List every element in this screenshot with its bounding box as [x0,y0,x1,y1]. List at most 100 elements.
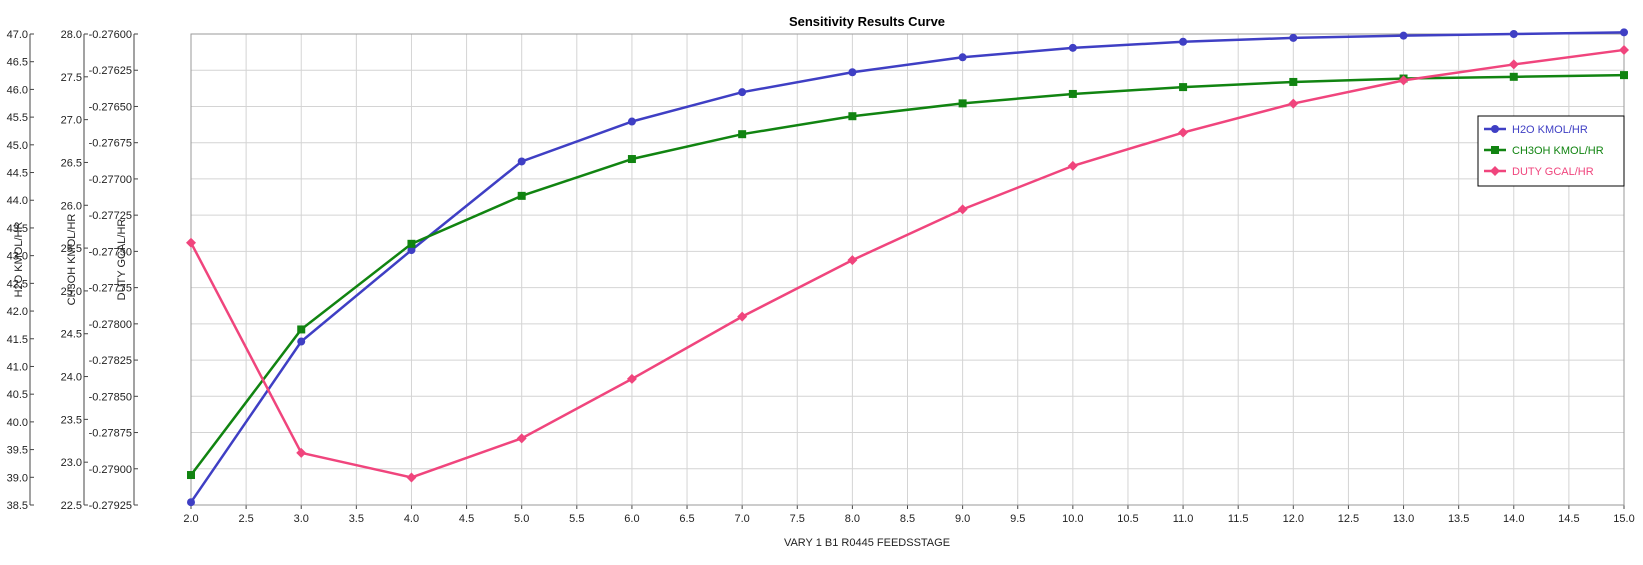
y-tick-label: -0.27650 [89,101,132,113]
y-axis-2: 28.0 27.5 27.0 26.5 26.0 25.5 25.0 24.5 24.0 23.5… [61,29,88,512]
x-tick-label: 15.0 [1613,513,1634,525]
series [186,28,1629,507]
grid [190,33,1625,506]
data-point [1288,98,1299,109]
y-axis-label: CH3OH KMOL/HR [66,214,78,306]
x-tick-label: 12.0 [1283,513,1304,525]
x-tick-label: 2.0 [183,513,198,525]
y-tick-label: 43.0 [7,251,28,263]
y-tick-label: -0.27625 [89,65,132,77]
y-tick-label: -0.27750 [89,246,132,258]
x-tick-label: 8.0 [845,513,860,525]
x-tick-label: 13.5 [1448,513,1469,525]
legend-item: DUTY GCAL/HR [1484,166,1594,178]
x-tick-label: 3.5 [349,513,364,525]
x-tick-label: 11.0 [1173,513,1194,525]
y-tick-label: 27.0 [61,115,82,127]
data-point [1289,33,1298,42]
y-tick-label: 39.0 [7,472,28,484]
legend-label: DUTY GCAL/HR [1512,166,1594,178]
y-tick-label: 45.0 [7,140,28,152]
y-tick-label: 25.0 [61,286,82,298]
data-point [516,433,527,444]
x-tick-label: 4.5 [459,513,474,525]
data-point [738,88,747,97]
legend-label: CH3OH KMOL/HR [1512,145,1604,157]
y-axis-1: 47.0 46.5 46.0 45.5 45.0 44.5 44.0 43.5 43.0 42.5… [7,29,34,512]
x-tick-label: 10.5 [1117,513,1138,525]
y-tick-label: 45.5 [7,112,28,124]
y-tick-label: -0.27825 [89,355,132,367]
y-tick-label: -0.27800 [89,319,132,331]
y-tick-label: 42.5 [7,278,28,290]
x-tick-label: 3.0 [294,513,309,525]
data-point [517,157,526,166]
y-tick-label: -0.27775 [89,283,132,295]
legend-item: CH3OH KMOL/HR [1484,145,1604,157]
x-tick-label: 7.0 [735,513,750,525]
y-tick-label: 28.0 [61,29,82,41]
data-point [407,239,416,248]
data-point [958,99,967,108]
x-tick-label: 7.5 [790,513,805,525]
series-line [189,48,1625,479]
y-tick-label: 26.5 [61,157,82,169]
data-point [1289,77,1298,86]
y-tick-label: -0.27675 [89,138,132,150]
data-point [1619,44,1629,55]
data-point [187,498,195,507]
data-point [186,237,196,248]
legend-marker [1491,146,1499,154]
y-tick-label: -0.27900 [89,464,132,476]
x-tick-label: 5.0 [514,513,529,525]
data-point [958,53,967,62]
data-point [847,255,858,266]
data-point [297,337,306,346]
y-tick-label: 40.0 [7,417,28,429]
data-point [187,471,195,480]
x-tick-label: 4.0 [404,513,419,525]
x-axis-label: VARY 1 B1 R0445 FEEDSSTAGE [784,537,950,549]
y-tick-label: 46.0 [7,84,28,96]
y-tick-label: 41.5 [7,334,28,346]
y-tick-label: 24.0 [61,372,82,384]
data-point [296,447,307,458]
y-axis-label: H2O KMOL/HR [13,222,25,298]
y-tick-label: 23.0 [61,457,82,469]
y-tick-label: 38.5 [7,500,28,512]
data-point [737,311,748,322]
data-point [848,68,857,77]
series-ch3oh [187,71,1628,480]
plot-frame [190,33,1625,506]
x-tick-label: 6.5 [679,513,694,525]
y-tick-label: 22.5 [61,500,82,512]
data-point [1067,160,1078,171]
data-point [1509,72,1518,81]
data-point [1068,43,1077,52]
axes: 2.0 2.5 3.0 3.5 4.0 4.5 5.0 5.5 6.0 6.5 7.0 7.5 8.0 8… [7,29,1635,525]
data-point [848,112,857,121]
data-point [627,155,636,164]
data-point [1620,28,1628,37]
x-tick-label: 12.5 [1338,513,1359,525]
y-tick-label: 43.5 [7,223,28,235]
data-point [627,117,636,126]
x-tick-label: 6.0 [624,513,639,525]
y-tick-label: -0.27875 [89,428,132,440]
legend-marker [1490,166,1500,176]
y-tick-label: 25.5 [61,243,82,255]
data-point [1179,37,1188,46]
data-point [407,246,416,255]
y-tick-label: -0.27600 [89,29,132,41]
legend-label: H2O KMOL/HR [1512,124,1588,136]
x-tick-label: 11.5 [1228,513,1249,525]
x-tick-label: 14.5 [1558,513,1579,525]
y-tick-label: 23.5 [61,414,82,426]
legend-item: H2O KMOL/HR [1484,124,1588,136]
x-tick-label: 9.0 [955,513,970,525]
data-point [1398,75,1409,86]
legend-marker [1491,125,1499,133]
y-tick-label: 41.0 [7,361,28,373]
data-point [406,472,417,483]
